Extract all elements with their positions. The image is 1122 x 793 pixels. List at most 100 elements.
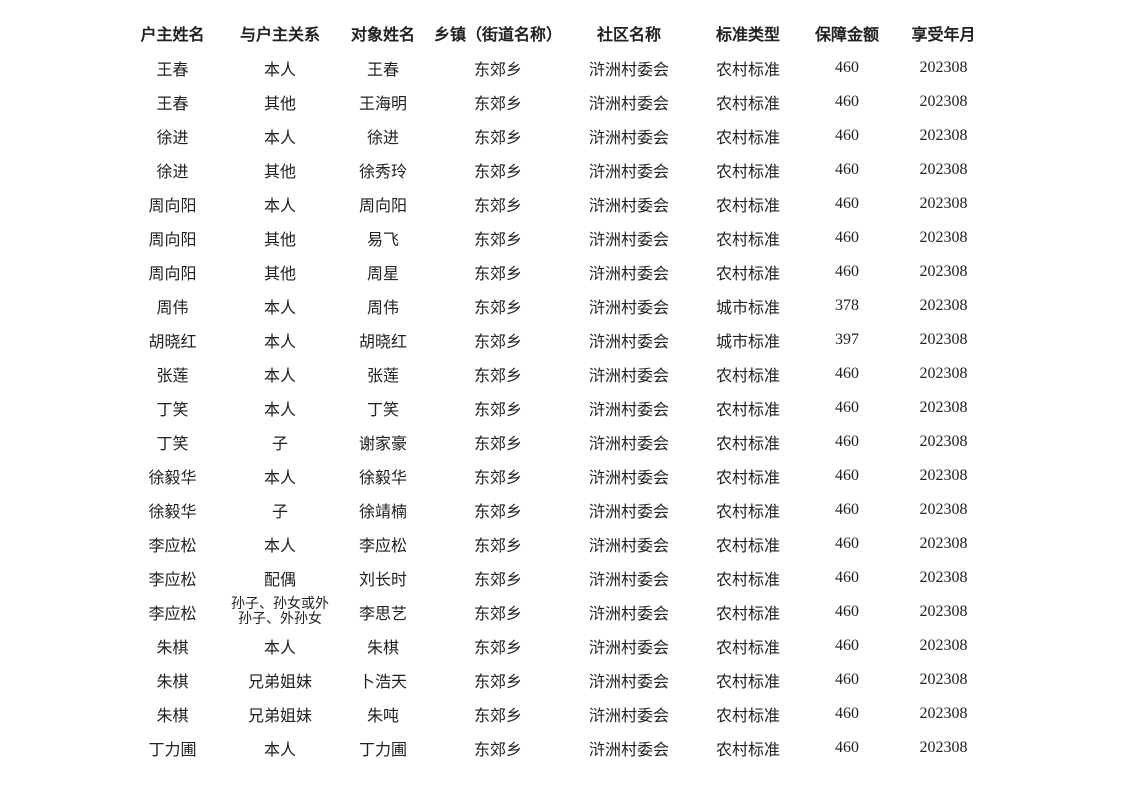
table-cell: 子 bbox=[271, 436, 288, 453]
table-cell: 张莲 bbox=[156, 368, 189, 385]
table-cell: 浒洲村委会 bbox=[588, 198, 669, 215]
table-cell: 朱吨 bbox=[366, 708, 399, 725]
table-row: 周伟 本人 周伟 东郊乡 浒洲村委会 城市标准 378 202308 bbox=[117, 289, 993, 323]
table-cell: 202308 bbox=[919, 399, 968, 416]
table-cell: 周伟 bbox=[156, 300, 189, 317]
table-cell: 周向阳 bbox=[148, 198, 197, 215]
table-header-row: 户主姓名 与户主关系 对象姓名 乡镇（街道名称） 社区名称 标准类型 保障金额 享受年月 bbox=[117, 15, 993, 51]
column-header: 社区名称 bbox=[596, 27, 661, 44]
table-row: 李应松 孙子、孙女或外孙子、外孙女 李思艺 东郊乡 浒洲村委会 农村标准 460 202308 bbox=[117, 595, 993, 629]
table-cell: 农村标准 bbox=[715, 130, 780, 147]
table-row: 朱棋 兄弟姐妹 朱吨 东郊乡 浒洲村委会 农村标准 460 202308 bbox=[117, 697, 993, 731]
table-cell: 本人 bbox=[263, 470, 296, 487]
table-cell: 农村标准 bbox=[715, 232, 780, 249]
table-cell: 朱棋 bbox=[366, 640, 399, 657]
table-cell: 460 bbox=[835, 93, 859, 110]
table-cell: 202308 bbox=[919, 59, 968, 76]
table-cell: 其他 bbox=[263, 266, 296, 283]
table-cell: 东郊乡 bbox=[473, 198, 522, 215]
table-cell: 460 bbox=[835, 671, 859, 688]
table-cell: 徐靖楠 bbox=[358, 504, 407, 521]
table-cell: 本人 bbox=[263, 198, 296, 215]
table-cell: 本人 bbox=[263, 538, 296, 555]
table-cell: 李应松 bbox=[148, 606, 197, 623]
table-cell: 谢家豪 bbox=[358, 436, 407, 453]
table-row: 李应松 本人 李应松 东郊乡 浒洲村委会 农村标准 460 202308 bbox=[117, 527, 993, 561]
table-cell: 周伟 bbox=[366, 300, 399, 317]
table-cell: 东郊乡 bbox=[473, 708, 522, 725]
column-header: 乡镇（街道名称） bbox=[434, 27, 563, 44]
table-cell: 202308 bbox=[919, 161, 968, 178]
table-cell: 农村标准 bbox=[715, 708, 780, 725]
table-cell: 东郊乡 bbox=[473, 130, 522, 147]
table-cell: 东郊乡 bbox=[473, 436, 522, 453]
table-cell: 农村标准 bbox=[715, 674, 780, 691]
table-row: 周向阳 其他 易飞 东郊乡 浒洲村委会 农村标准 460 202308 bbox=[117, 221, 993, 255]
table-row: 丁笑 子 谢家豪 东郊乡 浒洲村委会 农村标准 460 202308 bbox=[117, 425, 993, 459]
table-cell: 东郊乡 bbox=[473, 504, 522, 521]
table-cell: 徐秀玲 bbox=[358, 164, 407, 181]
table-cell: 胡晓红 bbox=[358, 334, 407, 351]
table-cell: 丁笑 bbox=[366, 402, 399, 419]
column-header: 享受年月 bbox=[911, 27, 976, 44]
table-cell: 460 bbox=[835, 365, 859, 382]
table-cell: 徐进 bbox=[156, 164, 189, 181]
table-cell: 460 bbox=[835, 467, 859, 484]
table-row: 王春 本人 王春 东郊乡 浒洲村委会 农村标准 460 202308 bbox=[117, 51, 993, 85]
table-row: 张莲 本人 张莲 东郊乡 浒洲村委会 农村标准 460 202308 bbox=[117, 357, 993, 391]
table-cell: 东郊乡 bbox=[473, 232, 522, 249]
table-cell: 农村标准 bbox=[715, 96, 780, 113]
table-cell: 本人 bbox=[263, 62, 296, 79]
column-header: 户主姓名 bbox=[140, 27, 205, 44]
table-cell: 其他 bbox=[263, 232, 296, 249]
table-cell: 兄弟姐妹 bbox=[247, 708, 312, 725]
table-cell: 子 bbox=[271, 504, 288, 521]
table-cell: 东郊乡 bbox=[473, 96, 522, 113]
table-cell: 202308 bbox=[919, 671, 968, 688]
table-cell: 配偶 bbox=[263, 572, 296, 589]
table-cell: 202308 bbox=[919, 263, 968, 280]
table-cell: 东郊乡 bbox=[473, 368, 522, 385]
table-row: 丁笑 本人 丁笑 东郊乡 浒洲村委会 农村标准 460 202308 bbox=[117, 391, 993, 425]
table-cell: 东郊乡 bbox=[473, 742, 522, 759]
table-cell: 东郊乡 bbox=[473, 164, 522, 181]
table-cell: 202308 bbox=[919, 365, 968, 382]
table-cell: 农村标准 bbox=[715, 164, 780, 181]
table-cell: 202308 bbox=[919, 127, 968, 144]
table-cell: 农村标准 bbox=[715, 368, 780, 385]
table-cell: 兄弟姐妹 bbox=[247, 674, 312, 691]
table-cell: 丁力圃 bbox=[148, 742, 197, 759]
table-cell: 浒洲村委会 bbox=[588, 232, 669, 249]
table-cell: 浒洲村委会 bbox=[588, 130, 669, 147]
table-cell: 张莲 bbox=[366, 368, 399, 385]
table-cell: 周星 bbox=[366, 266, 399, 283]
table-cell: 东郊乡 bbox=[473, 334, 522, 351]
table-cell: 王春 bbox=[156, 62, 189, 79]
table-row: 王春 其他 王海明 东郊乡 浒洲村委会 农村标准 460 202308 bbox=[117, 85, 993, 119]
table-cell: 徐进 bbox=[156, 130, 189, 147]
table-cell: 浒洲村委会 bbox=[588, 504, 669, 521]
table-cell: 朱棋 bbox=[156, 640, 189, 657]
table-cell: 460 bbox=[835, 263, 859, 280]
table-cell: 农村标准 bbox=[715, 640, 780, 657]
table-cell: 农村标准 bbox=[715, 504, 780, 521]
table-cell: 东郊乡 bbox=[473, 572, 522, 589]
column-header: 对象姓名 bbox=[350, 27, 415, 44]
table-cell: 徐进 bbox=[366, 130, 399, 147]
table-cell: 易飞 bbox=[366, 232, 399, 249]
table-cell: 202308 bbox=[919, 705, 968, 722]
table-cell: 刘长时 bbox=[358, 572, 407, 589]
table-cell: 本人 bbox=[263, 742, 296, 759]
table-row: 胡晓红 本人 胡晓红 东郊乡 浒洲村委会 城市标准 397 202308 bbox=[117, 323, 993, 357]
table-cell: 460 bbox=[835, 535, 859, 552]
table-cell: 浒洲村委会 bbox=[588, 606, 669, 623]
table-cell: 浒洲村委会 bbox=[588, 368, 669, 385]
table-cell: 202308 bbox=[919, 467, 968, 484]
table-cell: 397 bbox=[835, 331, 859, 348]
table-cell: 本人 bbox=[263, 334, 296, 351]
table-cell: 202308 bbox=[919, 535, 968, 552]
table-cell: 浒洲村委会 bbox=[588, 436, 669, 453]
table-cell: 378 bbox=[835, 297, 859, 314]
table-cell: 浒洲村委会 bbox=[588, 62, 669, 79]
table-cell: 本人 bbox=[263, 640, 296, 657]
